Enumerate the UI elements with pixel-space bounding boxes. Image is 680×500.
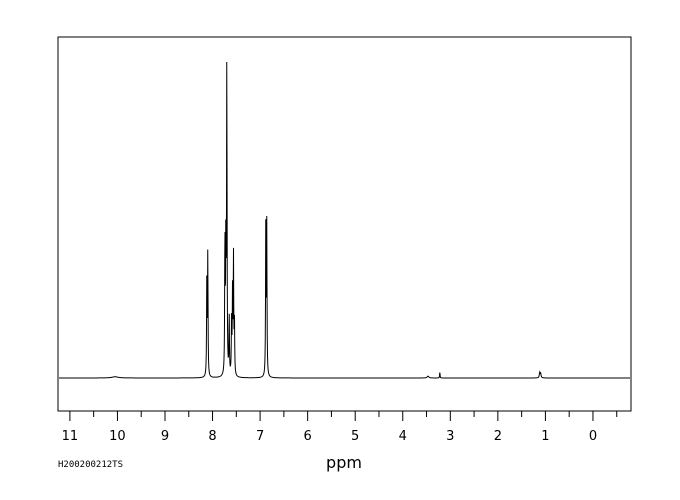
x-tick-label: 8: [208, 429, 216, 444]
x-tick-label: 10: [109, 429, 126, 444]
x-axis: 11 10 9 8 7 6 5 4 3 2 1 0: [62, 411, 618, 444]
x-tick-label: 6: [304, 429, 312, 444]
plot-frame: [57, 36, 632, 412]
x-tick-label: 0: [589, 429, 597, 444]
x-tick-label: 2: [494, 429, 502, 444]
x-tick-label: 5: [351, 429, 359, 444]
x-tick-label: 3: [446, 429, 454, 444]
x-axis-title: ppm: [326, 453, 362, 472]
x-tick-label: 11: [62, 429, 79, 444]
spectrum-trace: [59, 62, 630, 379]
sample-id-label: H200200212TS: [58, 460, 123, 470]
x-tick-label: 4: [399, 429, 407, 444]
x-tick-label: 1: [541, 429, 549, 444]
x-tick-label: 9: [161, 429, 169, 444]
x-tick-label: 7: [256, 429, 264, 444]
